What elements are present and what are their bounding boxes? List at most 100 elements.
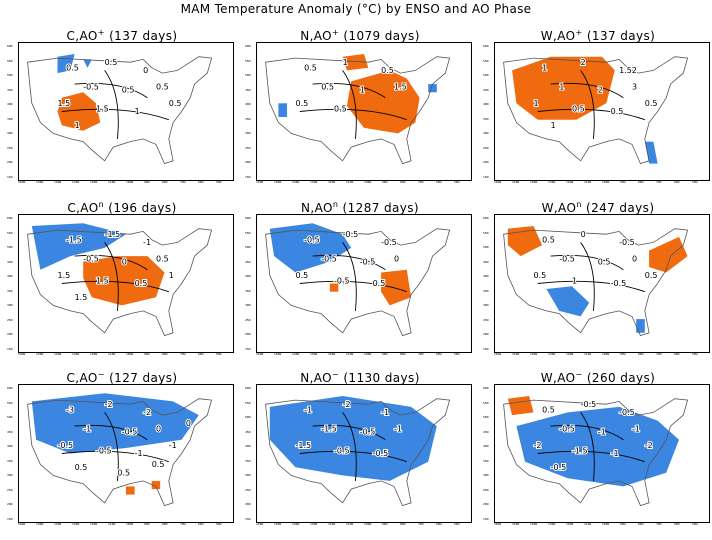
lat-tick-label: 55N [7,230,13,235]
panel-title-sign: n [332,200,339,209]
lat-tick-label: 20N [483,332,489,336]
lat-tick-label: 35N [483,116,489,121]
panel-title-sign: − [575,370,583,379]
map-frame: -1 -2 -1 -1.5 -0.5 -1 -1.5 -0.5 -0.5 [256,384,472,523]
contour-label: -0.5 [360,257,376,266]
lon-tick-label: 110W [584,180,592,184]
lon-tick-label: 140W [292,522,300,526]
contour-label: 1 [551,121,556,130]
lon-tick-label: 160W [18,522,26,526]
lat-tick-label: 40N [483,102,489,106]
contour-label: 1.52 [619,66,637,75]
lon-tick-label: 140W [292,180,300,184]
lat-tick-label: 40N [245,102,251,106]
contour-label: 0.5 [296,271,309,280]
lon-tick-label: 80W [638,180,644,184]
contour-label: 0 [186,419,191,428]
contour-label: 1 [135,107,140,116]
contour-label: 0.5 [75,463,88,472]
lat-tick-label: 45N [483,87,489,92]
panel-title-days: (1130 days) [339,371,420,385]
contour-label: -0.5 [343,230,359,239]
contour-label: 1.5 [58,271,71,280]
anomaly-map: -3 -2 -2 -1 -0.5 0 -0.5 -0.5 -1 -1 0.5 0.5 0.5 0 [27,393,213,507]
contour-label: 0 [122,257,127,266]
lon-tick-label: 120W [328,352,336,356]
lon-tick-label: 110W [346,522,354,526]
contour-label: 0.5 [611,107,624,116]
panel-title-phase: N,AO [300,371,333,385]
figure-title: MAM Temperature Anomaly (°C) by ENSO and… [180,2,532,16]
lon-tick-label: 120W [566,352,574,356]
lon-tick-label: 120W [328,522,336,526]
lat-tick-label: 20N [245,332,251,336]
lat-tick-label: 60N [245,44,251,48]
lon-tick-label: 130W [548,522,556,526]
lon-tick-label: 50W [454,352,460,356]
cool-anomaly-region [546,286,590,317]
contour-label: 1.5 [58,99,71,108]
lat-tick-label: 15N [245,174,251,179]
lon-tick-label: 50W [454,180,460,184]
warm-anomaly-region [329,283,339,292]
lat-tick-label: 30N [483,303,489,307]
lon-tick-label: 150W [274,352,282,356]
lat-tick-label: 25N [245,145,251,150]
lon-tick-label: 60W [198,352,204,356]
lon-tick-label: 120W [566,180,574,184]
panel-title-days: (196 days) [104,201,177,215]
lon-axis: 160W 150W 140W 130W 120W 110W 100W 90W 80W 70W 60W… [494,180,710,186]
contour-line [104,412,119,481]
map-panel: W,AO− (260 days) 60N 55N 50N 45N 40N 35N 30N 25N… [482,370,712,540]
lat-tick-label: 20N [7,332,13,336]
lon-axis: 160W 150W 140W 130W 120W 110W 100W 90W 80W 70W 60W… [18,180,234,186]
contour-label: -1.5 [296,441,312,450]
map-panel: N,AO+ (1079 days) 60N 55N 50N 45N 40N 35N 30N 25… [244,28,476,198]
lon-tick-label: 120W [328,180,336,184]
cool-anomaly-region [516,406,679,487]
panel-title: W,AO+ (137 days) [482,28,712,43]
lat-tick-label: 35N [7,458,13,463]
usa-outline [265,398,451,507]
lat-tick-label: 55N [245,230,251,235]
lat-tick-label: 45N [245,259,251,264]
lon-tick-label: 50W [216,352,222,356]
map-frame: 0.5 0 -0.5 -0.5 0.5 0 0.5 1 -0.5 0.5 [494,214,710,353]
lon-tick-label: 160W [18,352,26,356]
contour-line [537,108,645,121]
lon-tick-label: 60W [674,522,680,526]
lat-tick-label: 40N [7,444,13,448]
lat-tick-label: 40N [483,444,489,448]
contour-label: -0.5 [58,441,74,450]
lon-tick-label: 120W [90,352,98,356]
panel-title-days: (137 days) [104,29,178,43]
contour-label: 0.5 [156,255,169,264]
lat-tick-label: 15N [483,516,489,521]
lon-tick-label: 100W [602,180,610,184]
panel-title-phase: C,AO [66,29,98,43]
contour-label: -1 [169,441,177,450]
lon-tick-label: 60W [674,180,680,184]
map-frame: -3 -2 -2 -1 -0.5 0 -0.5 -0.5 -1 -1 0.5 0.5 0.5 0 [18,384,234,523]
contour-label: 0.5 [66,63,79,72]
warm-anomaly-region [649,236,688,273]
contour-label: 1 [534,99,539,108]
contour-label: 1.5 [96,105,109,114]
contour-line [312,82,386,99]
lat-axis: 60N 55N 50N 45N 40N 35N 30N 25N 20N 15N [244,384,256,523]
map-panel: W,AOn (247 days) 60N 55N 50N 45N 40N 35N 30N 25N… [482,200,712,370]
usa-outline [503,398,689,507]
contour-line [342,242,357,311]
contour-line [550,254,624,271]
map-frame: 1 2 1.52 1 2 3 1 0.5 0.5 0.5 1 [494,42,710,181]
lon-tick-label: 140W [530,352,538,356]
panel-title-days: (247 days) [581,201,655,215]
contour-label: 0.5 [122,85,135,94]
contour-line [537,280,645,293]
lon-tick-label: 80W [162,180,168,184]
lon-tick-label: 80W [400,522,406,526]
anomaly-map: 1 2 1.52 1 2 3 1 0.5 0.5 0.5 1 [503,56,689,165]
contour-label: 0.5 [381,66,394,75]
lon-tick-label: 90W [144,352,150,356]
cool-anomaly-region [31,393,199,454]
